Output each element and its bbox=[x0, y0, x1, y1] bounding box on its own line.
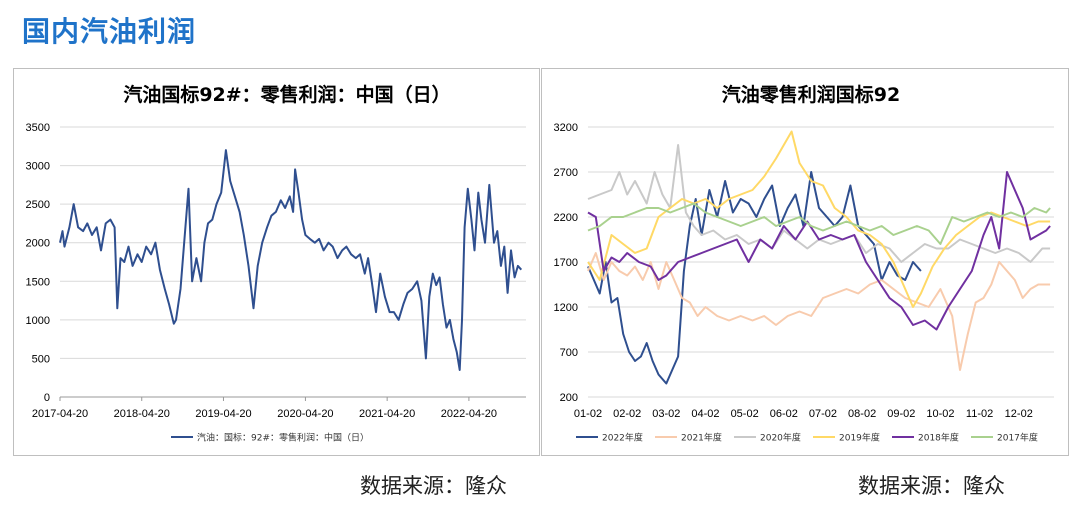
x-tick-label: 03-02 bbox=[652, 408, 680, 420]
x-tick-label: 2022-04-20 bbox=[441, 408, 497, 420]
x-tick-label: 02-02 bbox=[613, 408, 641, 420]
x-tick-label: 08-02 bbox=[848, 408, 876, 420]
x-tick-label: 11-02 bbox=[966, 408, 993, 420]
legend-label: 2021年度 bbox=[681, 432, 722, 444]
series-line bbox=[59, 149, 523, 371]
x-tick-label: 05-02 bbox=[731, 408, 759, 420]
legend-label: 2020年度 bbox=[760, 432, 801, 444]
y-tick-label: 2700 bbox=[554, 167, 578, 179]
y-tick-label: 700 bbox=[560, 347, 578, 359]
legend-label: 2022年度 bbox=[602, 432, 643, 444]
y-tick-label: 2500 bbox=[26, 199, 50, 211]
y-tick-label: 1500 bbox=[26, 276, 50, 288]
x-tick-label: 2017-04-20 bbox=[32, 408, 88, 420]
series-line bbox=[587, 144, 1051, 263]
chart-panel-left: 汽油国标92#：零售利润：中国（日） 0 500 1000 1500 2000 2500 30… bbox=[13, 68, 540, 456]
series-line bbox=[587, 252, 1051, 371]
source-note-right: 数据来源：隆众 bbox=[858, 474, 1005, 498]
chart-title: 汽油零售利润国标92 bbox=[722, 83, 900, 106]
y-tick-label: 3000 bbox=[26, 161, 50, 173]
series-line bbox=[587, 202, 1051, 245]
y-tick-label: 3500 bbox=[26, 122, 50, 134]
series-line bbox=[587, 130, 1051, 308]
gasoline-profit-daily-chart: 汽油国标92#：零售利润：中国（日） 0 500 1000 1500 2000 2500 30… bbox=[26, 83, 526, 444]
source-note-left: 数据来源：隆众 bbox=[360, 474, 507, 498]
y-tick-label: 0 bbox=[44, 392, 50, 404]
y-tick-label: 1200 bbox=[554, 302, 578, 314]
x-tick-label: 07-02 bbox=[809, 408, 837, 420]
legend-label: 2019年度 bbox=[839, 432, 880, 444]
y-tick-label: 1000 bbox=[26, 315, 50, 327]
y-tick-label: 2000 bbox=[26, 238, 50, 250]
y-tick-label: 1700 bbox=[554, 257, 578, 269]
y-tick-label: 500 bbox=[32, 353, 50, 365]
x-tick-label: 10-02 bbox=[926, 408, 954, 420]
x-tick-label: 06-02 bbox=[770, 408, 798, 420]
legend-label: 2018年度 bbox=[918, 432, 959, 444]
x-tick-label: 2019-04-20 bbox=[195, 408, 251, 420]
chart-title: 汽油国标92#：零售利润：中国（日） bbox=[123, 83, 450, 106]
gasoline-profit-yearly-chart: 汽油零售利润国标92 200 700 1200 1700 2200 2700 3200 01-0… bbox=[554, 83, 1054, 444]
x-tick-label: 2018-04-20 bbox=[114, 408, 170, 420]
x-tick-label: 04-02 bbox=[691, 408, 719, 420]
x-tick-label: 09-02 bbox=[887, 408, 915, 420]
y-tick-label: 200 bbox=[560, 392, 578, 404]
y-tick-label: 3200 bbox=[554, 122, 578, 134]
page-title: 国内汽油利润 bbox=[22, 15, 197, 48]
legend-label: 2017年度 bbox=[997, 432, 1038, 444]
x-tick-label: 12-02 bbox=[1005, 408, 1033, 420]
x-tick-label: 01-02 bbox=[574, 408, 602, 420]
chart-panel-right: 汽油零售利润国标92 200 700 1200 1700 2200 2700 3200 01-0… bbox=[541, 68, 1069, 456]
y-tick-label: 2200 bbox=[554, 212, 578, 224]
legend-label: 汽油：国标：92#：零售利润：中国（日） bbox=[197, 432, 369, 444]
x-tick-label: 2020-04-20 bbox=[277, 408, 333, 420]
x-tick-label: 2021-04-20 bbox=[359, 408, 415, 420]
series-line bbox=[587, 171, 1051, 331]
